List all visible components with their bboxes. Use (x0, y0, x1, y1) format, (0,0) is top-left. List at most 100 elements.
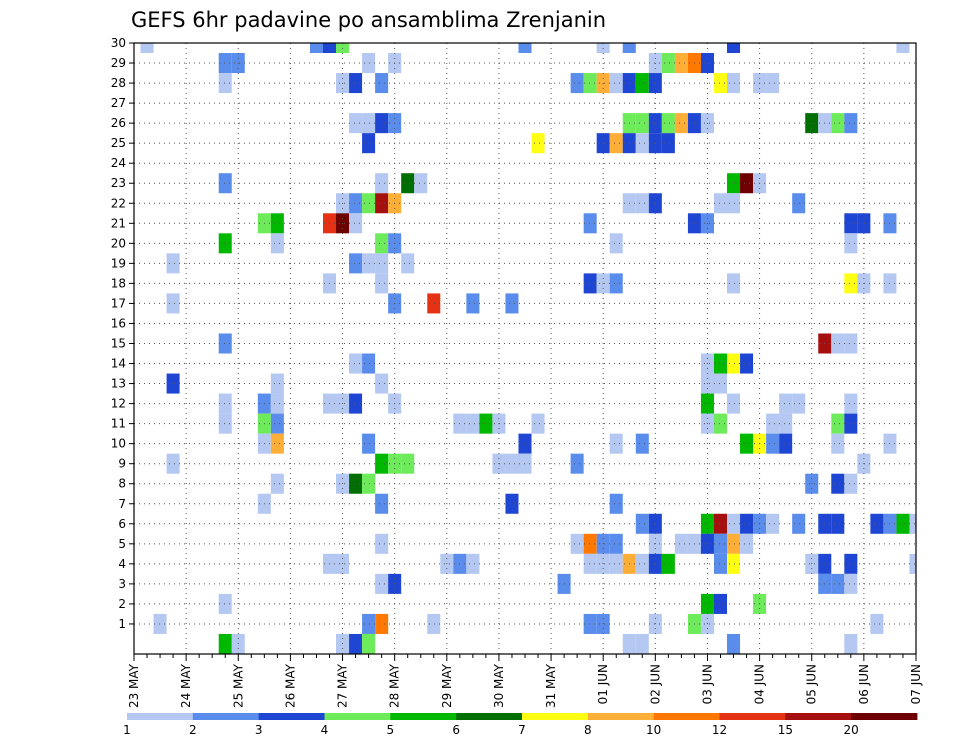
heatmap-cell (270, 393, 284, 414)
heatmap-cell (727, 353, 741, 374)
heatmap-cell (713, 73, 728, 94)
heatmap-cell (831, 573, 845, 594)
y-tick-label: 14 (111, 357, 126, 371)
x-tick-label: 05 JUN (805, 664, 819, 704)
heatmap-cell (583, 553, 597, 574)
heatmap-cell (727, 73, 741, 94)
heatmap-cell (792, 193, 806, 214)
heatmap-cell (609, 553, 623, 574)
heatmap-cell (427, 613, 441, 634)
y-tick-label: 27 (111, 96, 126, 110)
heatmap-cell (635, 433, 649, 454)
y-tick-label: 29 (111, 56, 126, 70)
heatmap-cell (362, 133, 376, 154)
heatmap-cell (766, 433, 780, 454)
heatmap-cell (309, 43, 323, 54)
heatmap-cell (831, 473, 845, 494)
heatmap-cell (779, 413, 793, 434)
heatmap-cell (583, 613, 597, 634)
heatmap-cell (713, 513, 728, 534)
y-tick-label: 18 (111, 276, 126, 290)
heatmap-cell (844, 633, 858, 654)
heatmap-cell (362, 53, 376, 74)
y-tick-label: 12 (111, 397, 126, 411)
legend-level-label: 6 (452, 723, 460, 737)
heatmap-cell (375, 173, 389, 194)
legend-level-label: 15 (778, 723, 793, 737)
heatmap-cell (349, 633, 363, 654)
heatmap-cell (166, 253, 180, 274)
heatmap-cell (375, 573, 389, 594)
legend-swatch (456, 713, 523, 720)
y-tick-label: 8 (118, 477, 126, 491)
x-tick-label: 02 JUN (648, 664, 662, 704)
heatmap-cell (844, 573, 858, 594)
y-axis: 1234567891011121314151617181920212223242… (111, 36, 134, 631)
heatmap-cell (466, 293, 480, 314)
y-tick-label: 30 (111, 36, 126, 50)
heatmap-cell (401, 253, 415, 274)
heatmap-cell (218, 593, 232, 614)
heatmap-cell (609, 533, 623, 554)
heatmap-cell (362, 433, 376, 454)
heatmap-cell (609, 493, 623, 514)
x-tick-label: 31 MAY (544, 663, 558, 708)
heatmap-cell (362, 193, 376, 214)
heatmap-cell (362, 473, 376, 494)
heatmap-cell (583, 213, 597, 234)
heatmap-cell (583, 273, 597, 294)
y-tick-label: 22 (111, 196, 126, 210)
heatmap-cell (466, 413, 480, 434)
heatmap-cell (635, 193, 649, 214)
heatmap-cell (713, 353, 728, 374)
heatmap-cell (583, 533, 597, 554)
heatmap-cell (518, 43, 532, 54)
heatmap-cell (270, 433, 284, 454)
heatmap-cell (375, 73, 389, 94)
legend-swatch (851, 713, 918, 720)
heatmap-cell (270, 373, 284, 394)
y-tick-label: 9 (118, 457, 126, 471)
heatmap-cell (583, 73, 597, 94)
heatmap-cell (505, 493, 519, 514)
heatmap-cell (362, 113, 376, 134)
heatmap-cell (713, 373, 728, 394)
heatmap-cell (635, 633, 649, 654)
y-tick-label: 24 (111, 156, 126, 170)
heatmap-cell (909, 553, 916, 574)
heatmap-cell (375, 113, 389, 134)
heatmap-cell (349, 473, 363, 494)
y-tick-label: 10 (111, 437, 126, 451)
heatmap-cell (270, 473, 284, 494)
heatmap-cell (531, 413, 545, 434)
x-tick-label: 06 JUN (857, 664, 871, 704)
heatmap-cell (218, 413, 232, 434)
heatmap-cell (375, 253, 389, 274)
heatmap-cell (375, 233, 389, 254)
legend-swatch (653, 713, 720, 720)
heatmap-cell (218, 393, 232, 414)
color-legend: 1 2 3 4 5 6 7 8 10 12 15 20 (123, 713, 918, 737)
heatmap-cell (727, 553, 741, 574)
heatmap-cell (218, 633, 232, 654)
heatmap-cell (414, 173, 428, 194)
y-tick-label: 28 (111, 76, 126, 90)
heatmap-cell (218, 73, 232, 94)
x-tick-label: 23 MAY (127, 663, 141, 708)
heatmap-cell (674, 113, 688, 134)
heatmap-cell (635, 133, 649, 154)
heatmap-cell (531, 133, 545, 154)
heatmap-cell (896, 43, 910, 54)
heatmap-cell (622, 43, 636, 54)
heatmap-cell (362, 253, 376, 274)
heatmap-cell (322, 43, 337, 54)
heatmap-cell (844, 233, 858, 254)
y-tick-label: 19 (111, 256, 126, 270)
heatmap-cell (622, 633, 636, 654)
y-tick-label: 23 (111, 176, 126, 190)
heatmap-cell (609, 273, 623, 294)
heatmap-cell (831, 413, 845, 434)
heatmap-cell (844, 413, 858, 434)
heatmap-cell (401, 453, 415, 474)
heatmap-cell (166, 293, 180, 314)
